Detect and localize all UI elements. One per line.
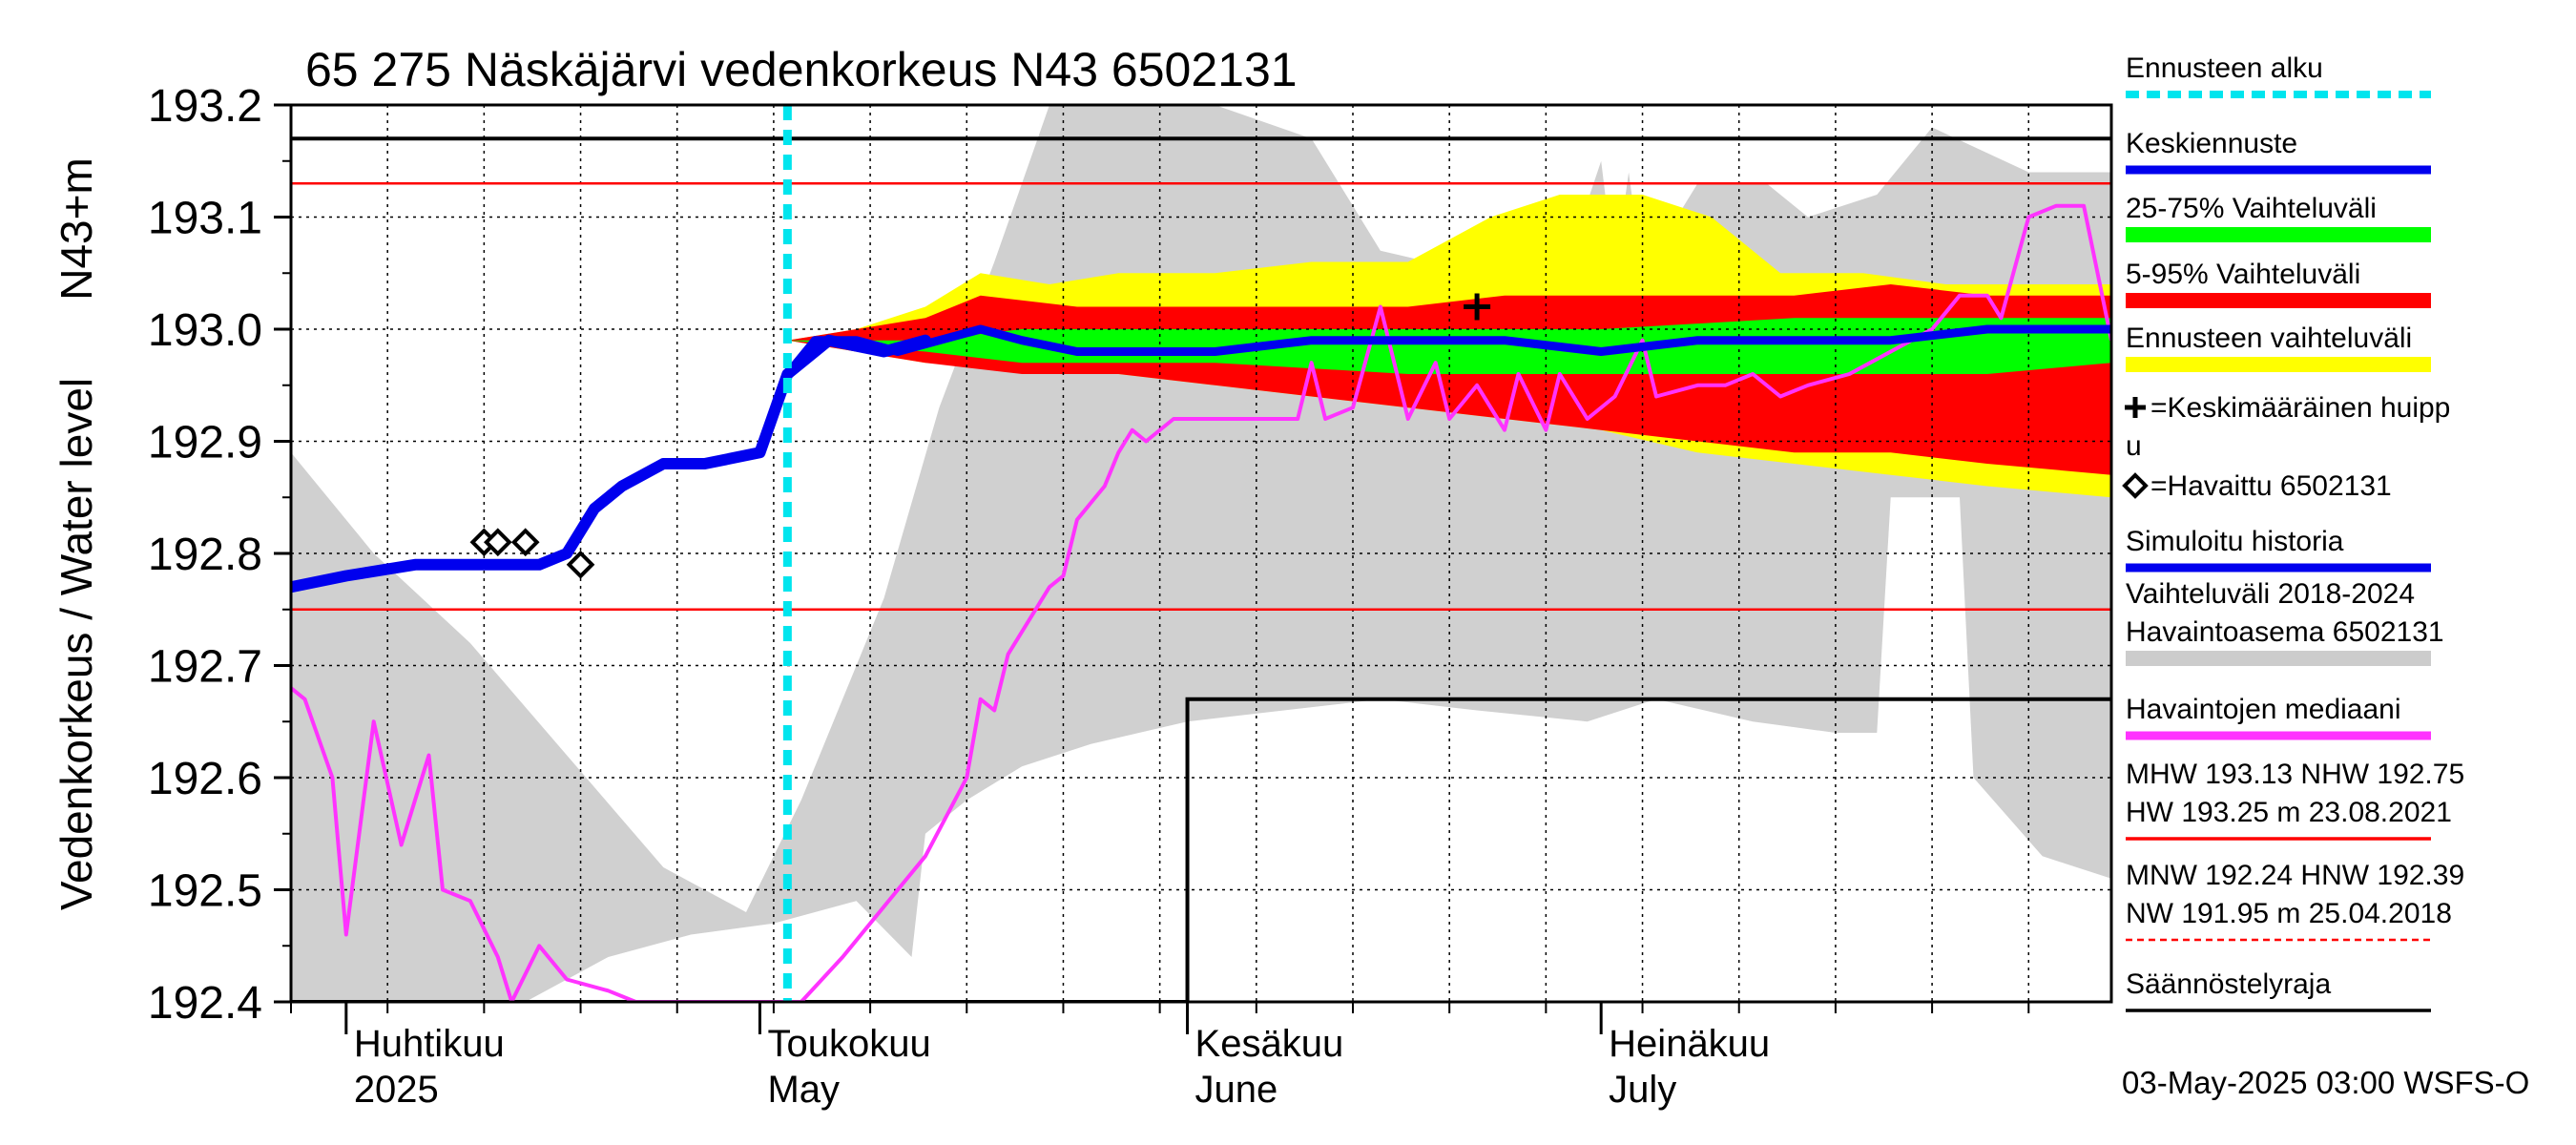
median-line (291, 203, 2111, 1002)
y-axis-unit: N43+m (52, 157, 101, 301)
y-tick-label: 193.0 (148, 305, 262, 356)
legend-swatch (2126, 227, 2431, 242)
range-25-75-band (787, 318, 2111, 374)
legend-label: 25-75% Vaihteluväli (2126, 193, 2377, 224)
legend-item: Säännöstelyraja (2126, 968, 2431, 1012)
regulation-limit-line (291, 697, 2111, 1002)
legend-item: Simuloitu historia (2126, 526, 2431, 572)
legend-label: Keskiennuste (2126, 128, 2297, 159)
legend-label: Säännöstelyraja (2126, 968, 2331, 1000)
legend-item: MHW 193.13 NHW 192.75 HW 193.25 m 23.08.2… (2126, 759, 2464, 841)
legend-swatch (2126, 293, 2431, 308)
legend-label: =Havaittu 6502131 (2150, 470, 2392, 502)
legend-label-cont: u (2126, 430, 2142, 462)
observed-point (510, 528, 540, 557)
legend-label: Ennusteen vaihteluväli (2126, 323, 2412, 354)
y-axis-label: Vedenkorkeus / Water level (52, 378, 101, 910)
legend-item: Vaihteluväli 2018-2024 Havaintoasema 650… (2126, 578, 2444, 666)
month-label-fi: Toukokuu (767, 1023, 930, 1065)
chart-title: 65 275 Näskäjärvi vedenkorkeus N43 65021… (305, 43, 1298, 96)
y-tick-label: 192.4 (148, 978, 262, 1029)
y-tick-label: 193.1 (148, 194, 262, 244)
legend-item: 5-95% Vaihteluväli (2126, 259, 2431, 308)
observed-point (483, 528, 512, 557)
legend-item: Ennusteen alku (2126, 52, 2431, 98)
legend-label: Ennusteen alku (2126, 52, 2323, 84)
simulated-history-line (291, 334, 931, 593)
legend-item: Keskiennuste (2126, 128, 2431, 175)
legend-label: Simuloitu historia (2126, 526, 2344, 557)
legend-swatch (2126, 357, 2431, 372)
month-label-fi: Kesäkuu (1195, 1023, 1344, 1065)
legend-label: Vaihteluväli 2018-2024 (2126, 578, 2415, 610)
month-label-en: 2025 (354, 1069, 439, 1111)
legend-label: MNW 192.24 HNW 192.39 (2126, 860, 2464, 891)
y-tick-label: 193.2 (148, 81, 262, 132)
legend-item: MNW 192.24 HNW 192.39 NW 191.95 m 25.04.2… (2126, 860, 2464, 942)
month-label-fi: Huhtikuu (354, 1023, 505, 1065)
mean-peak-marker (1464, 293, 1491, 321)
y-tick-label: 192.8 (148, 530, 262, 580)
legend-label: =Keskimääräinen huipp (2150, 392, 2450, 424)
legend-swatch (2125, 397, 2146, 418)
month-label-en: May (767, 1069, 840, 1111)
legend-label: 5-95% Vaihteluväli (2126, 259, 2360, 290)
legend-label: Havaintojen mediaani (2126, 694, 2401, 725)
legend-item: 25-75% Vaihteluväli (2126, 193, 2431, 242)
y-tick-label: 192.6 (148, 754, 262, 804)
legend-swatch (2122, 472, 2149, 499)
legend-item: =Havaittu 6502131 (2122, 470, 2392, 502)
mean-forecast-line (783, 324, 2111, 377)
observed-point (566, 550, 595, 579)
legend-label: MHW 193.13 NHW 192.75 (2126, 759, 2464, 790)
legend-swatch (2126, 651, 2431, 666)
legend-label: HW 193.25 m 23.08.2021 (2126, 797, 2452, 828)
month-label-fi: Heinäkuu (1609, 1023, 1770, 1065)
y-tick-label: 192.5 (148, 866, 262, 917)
y-tick-label: 192.7 (148, 642, 262, 693)
month-label-en: July (1609, 1069, 1676, 1111)
footer-timestamp: 03-May-2025 03:00 WSFS-O (2122, 1065, 2529, 1100)
month-label-en: June (1195, 1069, 1278, 1111)
grid (291, 105, 2111, 1002)
legend-label: NW 191.95 m 25.04.2018 (2126, 898, 2452, 929)
legend-item: Ennusteen vaihteluväli (2126, 323, 2431, 372)
legend-item: Havaintojen mediaani (2126, 694, 2431, 740)
plot-area (291, 105, 2111, 1002)
legend-label: Havaintoasema 6502131 (2126, 616, 2444, 648)
y-tick-label: 192.9 (148, 418, 262, 468)
